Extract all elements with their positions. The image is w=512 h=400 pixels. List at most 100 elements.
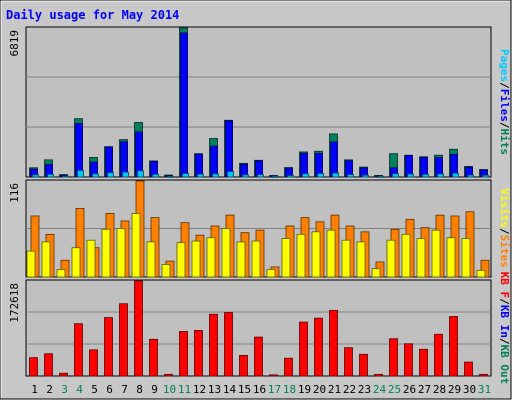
bar-kb-f xyxy=(359,353,368,377)
x-axis-day-labels: 1 2 3 4 5 6 7 8 9 10 11 12 13 14 15 16 17 18 19 20 21 22 23 24 2… xyxy=(31,383,491,396)
legend-hits: Hits xyxy=(498,129,511,156)
bar-files xyxy=(135,131,143,178)
bar-pages xyxy=(167,175,174,178)
panel-legend: KB F/KB In/KB Out xyxy=(498,272,511,385)
x-tick-label: 9 xyxy=(151,383,158,396)
bar-visits xyxy=(161,264,171,278)
legend-separator: / xyxy=(498,298,511,305)
bar-kb-f xyxy=(419,348,428,377)
bar-kb-f xyxy=(44,353,53,377)
x-tick-label: 14 xyxy=(223,383,237,396)
x-tick-label: 2 xyxy=(46,383,53,396)
bar-kb-f xyxy=(224,312,233,377)
x-tick-label: 28 xyxy=(433,383,446,396)
bar-visits xyxy=(176,242,186,278)
x-tick-label: 17 xyxy=(268,383,281,396)
bar-visits xyxy=(71,247,81,278)
bar-kb-f xyxy=(434,333,443,377)
bar-pages xyxy=(407,173,414,178)
bar-pages xyxy=(47,173,54,178)
x-tick-label: 23 xyxy=(358,383,371,396)
bar-visits xyxy=(86,239,96,278)
bar-visits xyxy=(431,229,441,278)
legend-kb-f: KB F xyxy=(498,272,511,299)
bar-visits xyxy=(56,269,66,278)
bar-pages xyxy=(227,171,234,178)
legend-visits: Visits xyxy=(498,188,511,228)
bar-visits xyxy=(26,250,36,278)
bar-kb-f xyxy=(464,361,473,377)
bar-pages xyxy=(242,174,249,178)
bar-kb-f xyxy=(134,280,143,377)
bar-kb-f xyxy=(269,374,278,377)
bar-kb-f xyxy=(344,347,353,377)
bar-pages xyxy=(32,174,39,178)
x-tick-label: 13 xyxy=(208,383,221,396)
bar-pages xyxy=(422,173,429,178)
bar-files xyxy=(330,141,338,178)
bar-files xyxy=(210,145,218,178)
bar-visits xyxy=(101,228,111,278)
bar-visits xyxy=(296,233,306,278)
x-tick-label: 29 xyxy=(448,383,461,396)
x-tick-label: 3 xyxy=(61,383,68,396)
bar-visits xyxy=(356,241,366,278)
x-tick-label: 7 xyxy=(121,383,128,396)
x-tick-label: 22 xyxy=(343,383,356,396)
x-tick-label: 31 xyxy=(478,383,491,396)
legend-kb-out: KB Out xyxy=(498,345,511,385)
x-tick-label: 21 xyxy=(328,383,341,396)
bar-visits xyxy=(341,239,351,278)
x-tick-label: 5 xyxy=(91,383,98,396)
x-tick-label: 19 xyxy=(298,383,311,396)
chart-title: Daily usage for May 2014 xyxy=(6,8,179,22)
bar-kb-f xyxy=(164,373,173,377)
x-tick-label: 8 xyxy=(136,383,143,396)
bar-kb-f xyxy=(329,309,338,377)
bar-visits xyxy=(236,241,246,278)
bar-pages xyxy=(122,171,129,178)
bar-kb-f xyxy=(239,355,248,377)
bar-visits xyxy=(266,269,276,278)
bar-visits xyxy=(416,238,426,278)
x-tick-label: 4 xyxy=(76,383,83,396)
bar-visits xyxy=(191,240,201,278)
bar-visits xyxy=(206,237,216,278)
bar-files xyxy=(225,120,233,178)
bar-pages xyxy=(62,175,69,178)
bar-visits xyxy=(146,241,156,278)
legend-pages: Pages xyxy=(498,49,511,82)
x-tick-label: 11 xyxy=(178,383,191,396)
bar-kb-f xyxy=(449,316,458,377)
bar-pages xyxy=(77,170,84,178)
bar-kb-f xyxy=(29,357,38,377)
bar-kb-f xyxy=(299,321,308,377)
bar-files xyxy=(120,141,128,178)
bar-pages xyxy=(152,173,159,178)
bar-kb-f xyxy=(119,303,128,377)
bar-visits xyxy=(326,229,336,278)
bar-kb-f xyxy=(89,349,98,377)
bar-pages xyxy=(212,173,219,178)
bar-pages xyxy=(377,175,384,178)
panel-legend: Pages/Files/Hits xyxy=(498,49,511,155)
bar-kb-f xyxy=(194,329,203,377)
bar-kb-f xyxy=(404,343,413,377)
x-tick-label: 24 xyxy=(373,383,387,396)
bar-pages xyxy=(257,174,264,178)
bar-visits xyxy=(386,239,396,278)
bar-visits xyxy=(476,269,486,278)
bar-pages xyxy=(452,172,459,178)
bar-kb-f xyxy=(314,317,323,377)
bar-pages xyxy=(392,173,399,178)
x-tick-label: 25 xyxy=(388,383,401,396)
legend-sites: Sites xyxy=(498,235,511,268)
bar-visits xyxy=(311,231,321,278)
bar-pages xyxy=(302,173,309,178)
bar-visits xyxy=(281,238,291,278)
bar-pages xyxy=(467,174,474,178)
bar-files xyxy=(195,153,203,178)
bar-pages xyxy=(482,174,489,178)
legend-separator: / xyxy=(498,228,511,235)
bar-pages xyxy=(197,173,204,178)
